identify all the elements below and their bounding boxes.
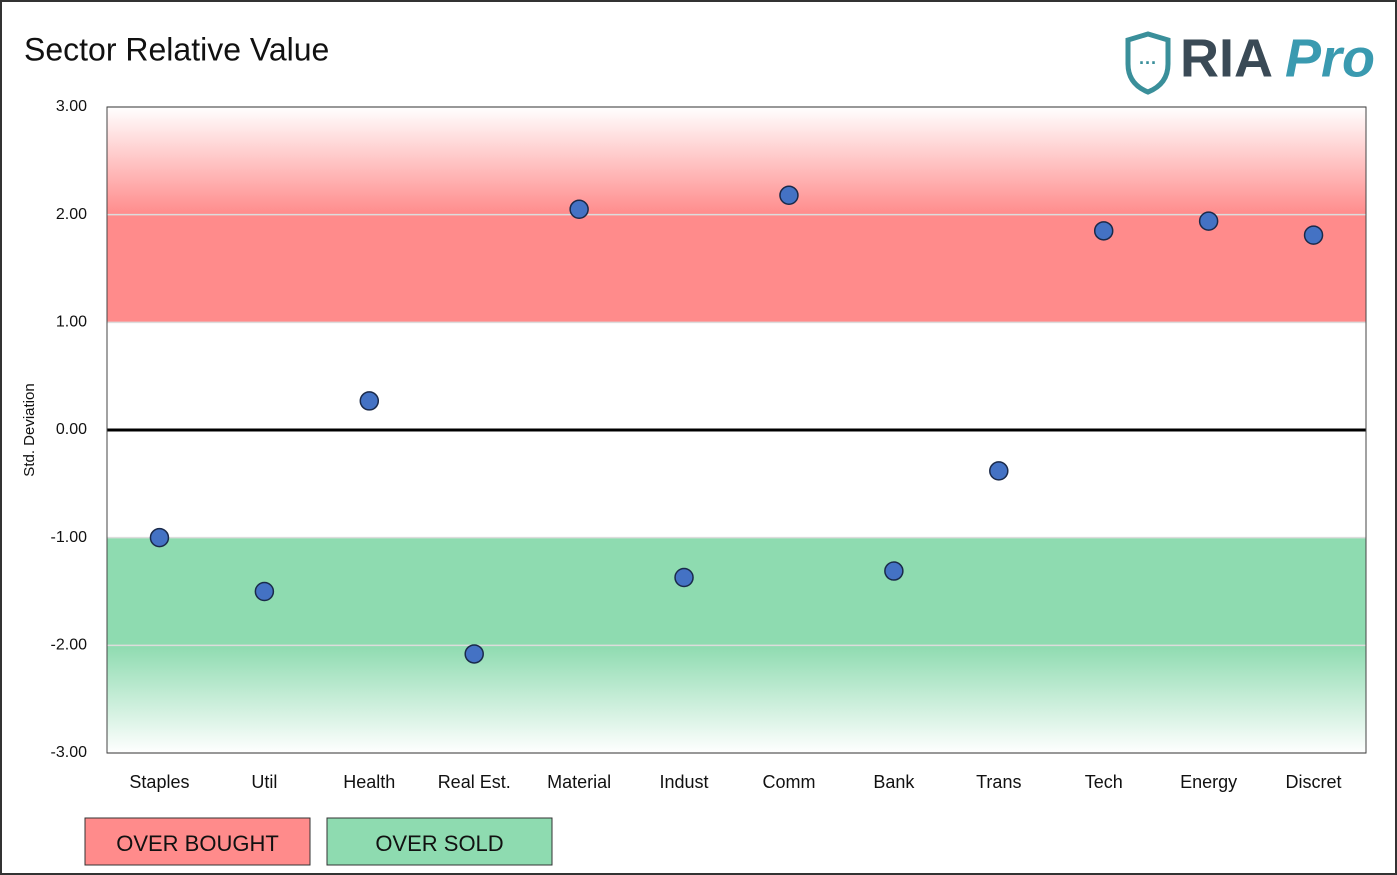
x-tick-label: Health (343, 772, 395, 792)
legend-box (84, 817, 311, 866)
y-tick-label: 3.00 (56, 98, 87, 115)
x-tick-label: Discret (1286, 772, 1342, 792)
chart-title: Sector Relative Value (24, 31, 329, 67)
x-tick-label: Indust (660, 772, 709, 792)
legend-label: OVER SOLD (375, 831, 503, 856)
x-tick-label: Tech (1085, 772, 1123, 792)
x-tick-label: Staples (129, 772, 189, 792)
point (149, 527, 170, 548)
x-tick-label: Real Est. (438, 772, 511, 792)
x-tick-label: Bank (873, 772, 915, 792)
point (359, 391, 380, 411)
y-tick-label: 2.00 (56, 206, 87, 223)
y-tick-label: 0.00 (56, 421, 87, 438)
legend-box (326, 817, 553, 866)
x-tick-label: Comm (762, 772, 815, 792)
x-tick-label: Energy (1180, 772, 1237, 792)
point (989, 461, 1009, 481)
point (464, 644, 484, 664)
point (1303, 225, 1324, 245)
logo: ··· RIA Pro (1125, 28, 1375, 95)
x-tick-label: Trans (976, 772, 1021, 792)
point (779, 185, 799, 206)
plot-border (106, 106, 1367, 754)
logo-dots: ··· (1139, 53, 1157, 73)
point (884, 561, 904, 581)
logo-text: RIA (1180, 28, 1273, 88)
x-tick-label: Material (547, 772, 611, 792)
legend-label: OVER BOUGHT (116, 831, 279, 856)
point (1093, 221, 1114, 241)
y-tick-label: 1.00 (56, 314, 87, 331)
logo-accent: Pro (1285, 28, 1375, 88)
logo-shield (1125, 31, 1171, 95)
y-tick-label: -2.00 (51, 637, 88, 654)
point (1198, 211, 1219, 231)
x-tick-label: Util (251, 772, 277, 792)
y-axis-label: Std. Deviation (21, 383, 38, 476)
y-tick-label: -1.00 (51, 529, 88, 546)
point (254, 581, 275, 602)
point (674, 567, 694, 588)
y-tick-label: -3.00 (51, 744, 88, 761)
point (569, 199, 589, 220)
